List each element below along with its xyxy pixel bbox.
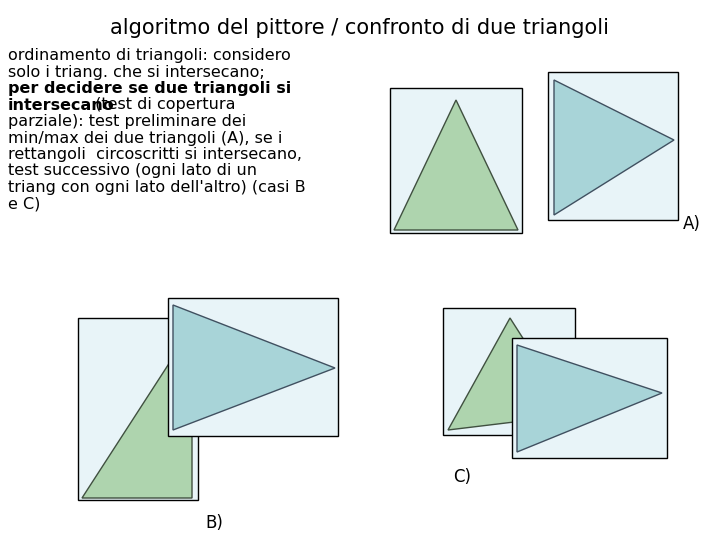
Text: per decidere se due triangoli si: per decidere se due triangoli si: [8, 81, 292, 96]
Bar: [78, 318, 198, 500]
Bar: [390, 88, 522, 233]
Text: test successivo (ogni lato di un: test successivo (ogni lato di un: [8, 164, 257, 179]
Text: min/max dei due triangoli (A), se i: min/max dei due triangoli (A), se i: [8, 131, 282, 145]
Polygon shape: [517, 345, 662, 452]
Text: C): C): [453, 468, 471, 486]
Bar: [512, 338, 667, 458]
Polygon shape: [173, 305, 335, 430]
Text: (test di copertura: (test di copertura: [90, 98, 235, 112]
Polygon shape: [394, 100, 518, 230]
Text: e C): e C): [8, 197, 40, 212]
Bar: [443, 308, 575, 435]
Text: ordinamento di triangoli: considero: ordinamento di triangoli: considero: [8, 48, 291, 63]
Text: intersecano: intersecano: [8, 98, 114, 112]
Text: solo i triang. che si intersecano;: solo i triang. che si intersecano;: [8, 64, 265, 79]
Bar: [168, 298, 338, 436]
Text: triang con ogni lato dell'altro) (casi B: triang con ogni lato dell'altro) (casi B: [8, 180, 305, 195]
Text: A): A): [683, 215, 701, 233]
Bar: [548, 72, 678, 220]
Text: B): B): [205, 514, 223, 532]
Text: parziale): test preliminare dei: parziale): test preliminare dei: [8, 114, 246, 129]
Polygon shape: [448, 318, 572, 430]
Polygon shape: [554, 80, 674, 215]
Text: algoritmo del pittore / confronto di due triangoli: algoritmo del pittore / confronto di due…: [110, 18, 610, 38]
Polygon shape: [82, 328, 192, 498]
Text: rettangoli  circoscritti si intersecano,: rettangoli circoscritti si intersecano,: [8, 147, 302, 162]
